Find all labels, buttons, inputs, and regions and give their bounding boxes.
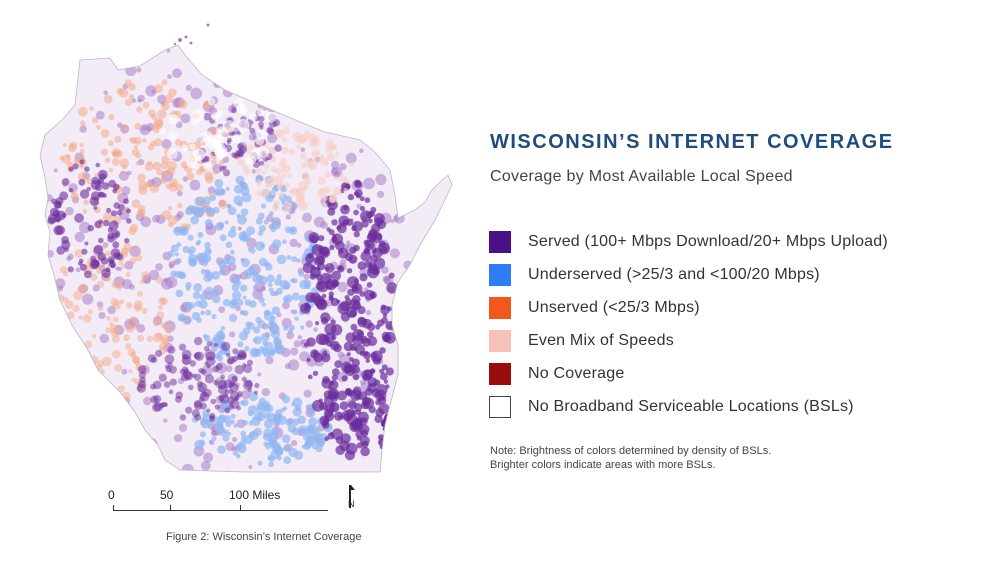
scale-label-0: 0 [108,488,115,502]
note-line-1: Note: Brightness of colors determined by… [490,445,772,457]
page-subtitle: Coverage by Most Available Local Speed [490,168,793,185]
north-letter: N [348,499,355,509]
scale-tick-0 [113,505,114,511]
legend-item-underserved: Underserved (>25/3 and <100/20 Mbps) [489,258,888,291]
legend-item-served: Served (100+ Mbps Download/20+ Mbps Uplo… [489,225,888,258]
no-bsl-swatch-icon [489,395,511,418]
legend-label: Unserved (<25/3 Mbps) [528,298,700,316]
legend-item-unserved: Unserved (<25/3 Mbps) [489,291,888,324]
coverage-map [30,20,460,475]
figure-caption: Figure 2: Wisconsin’s Internet Coverage [166,531,362,543]
legend-item-even-mix: Even Mix of Speeds [489,324,888,357]
legend: Served (100+ Mbps Download/20+ Mbps Uplo… [489,225,888,423]
north-arrow-icon: N [348,485,355,509]
islands [173,23,210,46]
scale-tick-50 [170,505,171,511]
underserved-swatch-icon [489,263,511,286]
unserved-swatch-icon [489,296,511,319]
scale-bar: 0 50 100 Miles [100,488,328,520]
note-line-2: Brighter colors indicate areas with more… [490,459,716,471]
scale-line [113,510,328,511]
no-coverage-swatch-icon [489,362,511,385]
scale-label-50: 50 [160,488,174,502]
legend-label: No Coverage [528,364,625,382]
legend-item-no-bsl: No Broadband Serviceable Locations (BSLs… [489,390,888,423]
scale-tick-100 [240,505,241,511]
legend-label: Served (100+ Mbps Download/20+ Mbps Uplo… [528,232,888,250]
legend-label: No Broadband Serviceable Locations (BSLs… [528,397,854,415]
legend-label: Underserved (>25/3 and <100/20 Mbps) [528,265,820,283]
wisconsin-map [39,23,453,473]
legend-item-no-coverage: No Coverage [489,357,888,390]
scale-label-100: 100 Miles [229,488,281,502]
legend-label: Even Mix of Speeds [528,331,674,349]
map-fill [39,23,453,473]
page-title: WISCONSIN’S INTERNET COVERAGE [490,131,894,153]
served-swatch-icon [489,230,511,253]
note: Note: Brightness of colors determined by… [490,444,771,472]
even-mix-swatch-icon [489,329,511,352]
